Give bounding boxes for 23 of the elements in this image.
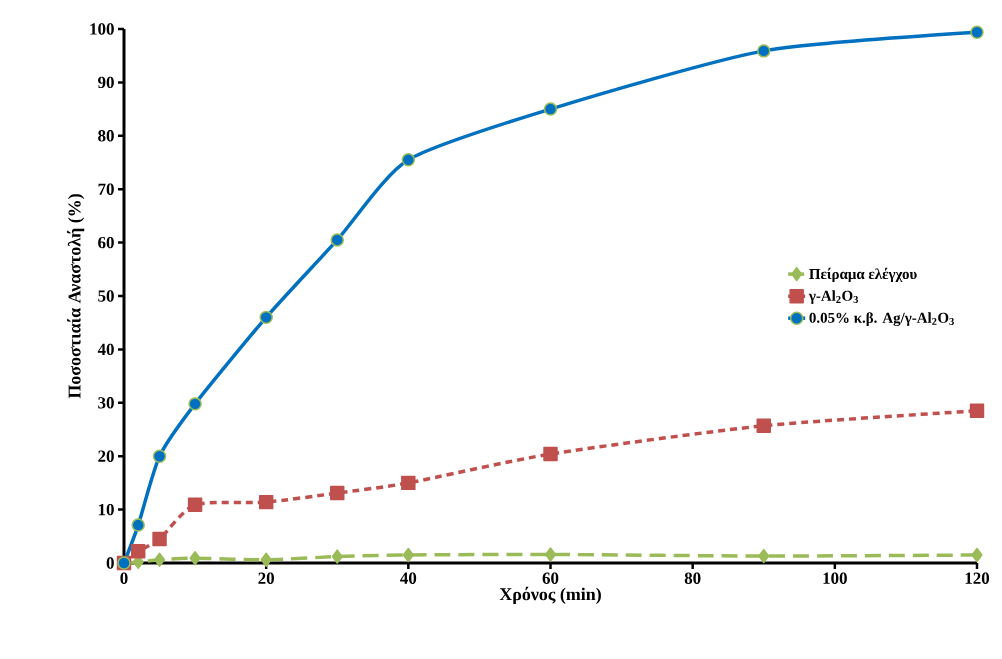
- y-tick-label: 40: [97, 343, 114, 356]
- y-axis-title: Ποσοστιαία Αναστολή (%): [67, 194, 85, 399]
- x-tick-label: 20: [258, 572, 274, 584]
- x-tick-label: 100: [823, 572, 847, 584]
- y-tick-label: 60: [98, 236, 114, 249]
- x-tick-label: 0: [120, 572, 128, 584]
- x-tick-label: 40: [400, 572, 417, 584]
- y-tick-label: 70: [98, 183, 114, 195]
- legend-label: γ-Al$_{2}$O$_{3}$: [808, 290, 859, 304]
- legend-label: Πείραμα ελέγχου: [809, 267, 917, 283]
- y-tick-label: 10: [98, 503, 114, 516]
- y-tick-label: 50: [98, 290, 114, 302]
- y-tick-label: 90: [98, 76, 114, 89]
- x-axis-title: Χρόνος (min): [499, 586, 601, 604]
- y-tick-label: 80: [98, 130, 114, 142]
- y-tick-label: 0: [106, 557, 114, 569]
- legend-label: 0.05% κ.β. Ag/γ-Al$_{2}$O$_{3}$: [809, 312, 954, 326]
- y-tick-label: 20: [98, 450, 114, 462]
- x-tick-label: 60: [542, 572, 559, 584]
- y-tick-label: 30: [98, 397, 114, 409]
- x-tick-label: 80: [684, 572, 701, 584]
- x-tick-label: 120: [965, 572, 990, 584]
- y-tick-label: 100: [90, 23, 114, 35]
